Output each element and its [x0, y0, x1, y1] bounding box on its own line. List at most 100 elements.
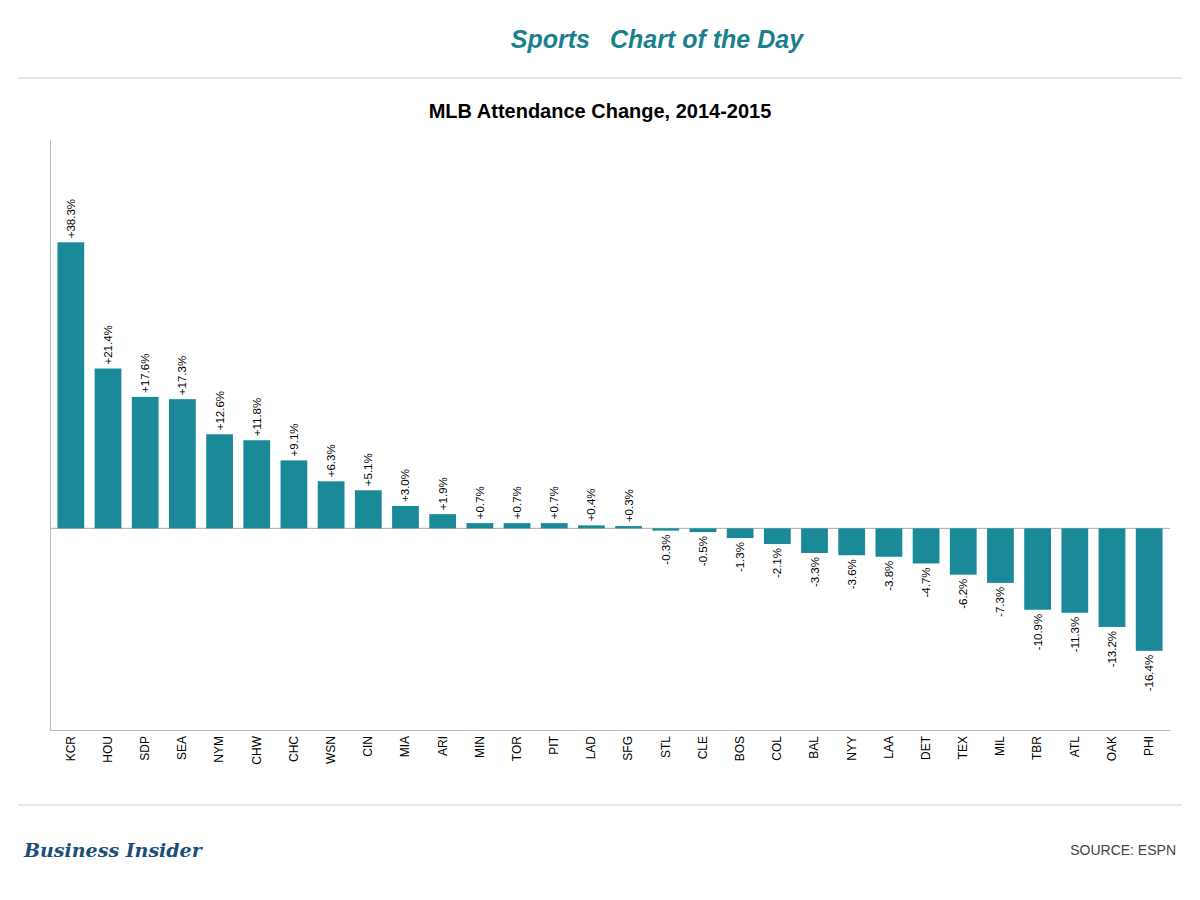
bar	[206, 434, 233, 528]
data-label: -11.3%	[1069, 617, 1081, 653]
data-label: +6.3%	[325, 444, 337, 477]
data-label: +17.3%	[176, 356, 188, 395]
bar	[1024, 528, 1051, 609]
x-tick-label: PIT	[547, 735, 561, 754]
x-tick-label: LAA	[882, 736, 896, 759]
bar	[615, 526, 642, 528]
x-tick-label: HOU	[101, 736, 115, 763]
bar	[578, 525, 605, 528]
x-tick-label: CIN	[361, 736, 375, 757]
footer: Business Insider SOURCE: ESPN	[18, 805, 1182, 861]
x-tick: CIN	[361, 730, 375, 757]
data-label: -3.8%	[883, 561, 895, 591]
x-tick-label: TOR	[510, 736, 524, 761]
x-tick: STL	[659, 730, 673, 758]
data-labels: +38.3%+21.4%+17.6%+17.3%+12.6%+11.8%+9.1…	[65, 199, 1155, 691]
x-tick-label: NYY	[845, 736, 859, 761]
bars	[57, 242, 1162, 651]
bar	[318, 481, 345, 528]
x-tick: KCR	[64, 730, 78, 761]
bar	[541, 523, 568, 528]
data-label: +21.4%	[102, 325, 114, 364]
x-tick: ATL	[1068, 730, 1082, 757]
bar	[727, 528, 754, 538]
bar	[57, 242, 84, 528]
x-tick-label: MIL	[993, 736, 1007, 756]
bar	[243, 440, 270, 528]
footer-left: Business Insider	[23, 839, 204, 861]
x-tick-label: TBR	[1030, 736, 1044, 760]
data-label: +17.6%	[139, 354, 151, 393]
x-tick-label: DET	[919, 735, 933, 760]
data-label: -0.5%	[697, 536, 709, 566]
data-label: +0.3%	[623, 489, 635, 522]
header: SportsChart of the Day	[18, 25, 1182, 78]
x-tick: TBR	[1030, 730, 1044, 760]
x-tick-label: CLE	[696, 736, 710, 759]
x-tick-label: MIA	[398, 736, 412, 757]
data-label: -3.6%	[846, 559, 858, 589]
x-tick: NYY	[845, 730, 859, 761]
x-tick: HOU	[101, 730, 115, 763]
x-tick-label: MIN	[473, 736, 487, 758]
bar	[1136, 528, 1163, 650]
bar	[690, 528, 717, 532]
data-label: -3.3%	[809, 557, 821, 587]
data-label: +12.6%	[214, 391, 226, 430]
data-label: -1.3%	[734, 542, 746, 572]
x-tick: NYM	[212, 730, 226, 763]
footer-right: SOURCE: ESPN	[1070, 842, 1176, 858]
x-tick: LAA	[882, 730, 896, 759]
x-tick: TOR	[510, 730, 524, 761]
x-tick-label: NYM	[212, 736, 226, 763]
data-label: +5.1%	[362, 453, 374, 486]
x-tick: CHC	[287, 730, 301, 762]
x-tick-label: CHC	[287, 736, 301, 762]
x-tick: PIT	[547, 730, 561, 755]
x-tick-label: ATL	[1068, 736, 1082, 757]
data-label: -10.9%	[1032, 614, 1044, 650]
x-tick: WSN	[324, 730, 338, 764]
bar	[281, 460, 308, 528]
x-tick: DET	[919, 730, 933, 760]
x-tick: CLE	[696, 730, 710, 759]
x-tick-label: ARI	[436, 736, 450, 756]
data-label: +0.7%	[511, 486, 523, 519]
x-tick-label: CHW	[250, 735, 264, 764]
bar	[169, 399, 196, 528]
bar	[950, 528, 977, 574]
bar	[429, 514, 456, 528]
x-tick-label: WSN	[324, 736, 338, 764]
x-tick: BAL	[807, 730, 821, 759]
data-label: +38.3%	[65, 199, 77, 238]
plot: +38.3%+21.4%+17.6%+17.3%+12.6%+11.8%+9.1…	[50, 141, 1171, 765]
separator	[18, 805, 1182, 806]
x-axis-line	[51, 730, 1171, 731]
x-tick: MIA	[398, 730, 412, 757]
bar	[838, 528, 865, 555]
data-label: -7.3%	[994, 587, 1006, 617]
data-label: -13.2%	[1106, 631, 1118, 667]
data-label: -16.4%	[1143, 655, 1155, 691]
x-tick-label: LAD	[584, 736, 598, 760]
bar	[875, 528, 902, 556]
x-tick-label: TEX	[956, 736, 970, 759]
data-label: +0.4%	[585, 488, 597, 521]
x-tick: COL	[770, 730, 784, 761]
x-tick: CHW	[250, 730, 264, 765]
x-tick: ARI	[436, 730, 450, 756]
bar	[1061, 528, 1088, 612]
data-label: -2.1%	[771, 548, 783, 578]
bar	[987, 528, 1014, 583]
chart-svg: SportsChart of the DayMLB Attendance Cha…	[0, 0, 1200, 900]
bar	[466, 523, 493, 528]
bar	[392, 506, 419, 528]
x-tick-label: COL	[770, 736, 784, 761]
y-axis-line	[50, 141, 51, 731]
x-tick: MIN	[473, 730, 487, 758]
x-tick-label: BAL	[807, 736, 821, 759]
data-label: +1.9%	[437, 477, 449, 510]
y-axis	[50, 141, 51, 731]
bar	[764, 528, 791, 544]
bar	[355, 490, 382, 528]
